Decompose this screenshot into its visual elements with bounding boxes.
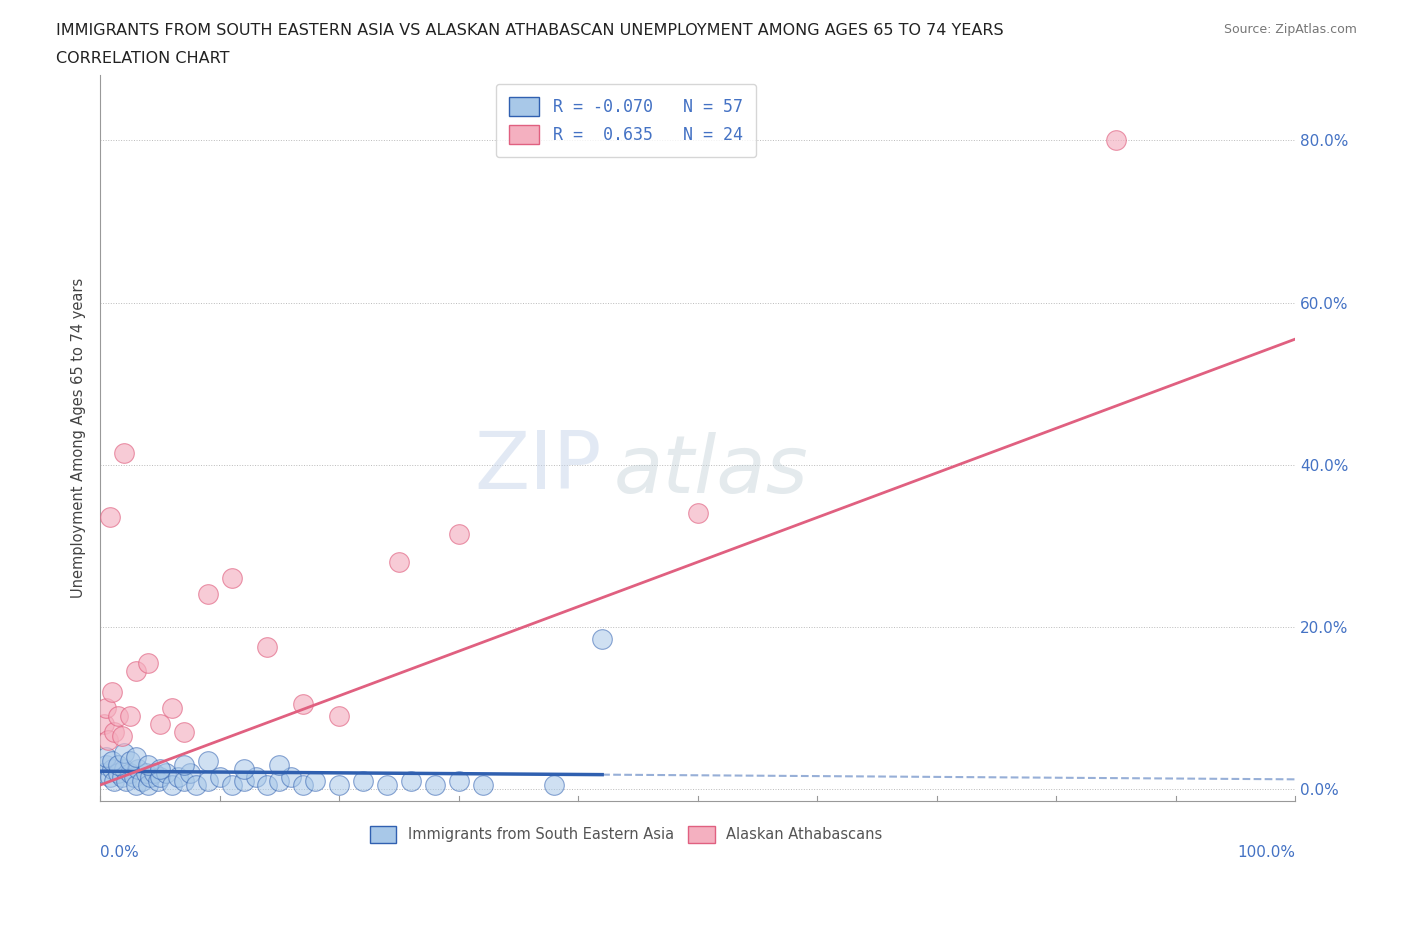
- Point: [352, 774, 374, 789]
- Point: [125, 750, 148, 764]
- Point: [112, 445, 135, 460]
- Point: [111, 769, 134, 784]
- Text: CORRELATION CHART: CORRELATION CHART: [56, 51, 229, 66]
- Point: [131, 774, 153, 789]
- Text: atlas: atlas: [614, 432, 808, 510]
- Point: [107, 765, 129, 780]
- Point: [447, 526, 470, 541]
- Point: [591, 631, 613, 646]
- Point: [179, 765, 201, 780]
- Point: [97, 733, 120, 748]
- Point: [107, 757, 129, 772]
- Point: [112, 745, 135, 760]
- Point: [94, 700, 117, 715]
- Point: [543, 777, 565, 792]
- Point: [269, 757, 291, 772]
- Point: [197, 774, 219, 789]
- Point: [447, 774, 470, 789]
- Point: [197, 587, 219, 602]
- Point: [184, 777, 207, 792]
- Point: [292, 777, 315, 792]
- Point: [127, 762, 149, 777]
- Point: [166, 769, 188, 784]
- Point: [160, 700, 183, 715]
- Point: [101, 762, 124, 777]
- Point: [686, 506, 709, 521]
- Point: [91, 765, 114, 780]
- Point: [98, 510, 121, 525]
- Point: [112, 762, 135, 777]
- Point: [173, 757, 195, 772]
- Point: [292, 697, 315, 711]
- Point: [328, 777, 350, 792]
- Point: [136, 757, 159, 772]
- Point: [93, 717, 115, 732]
- Point: [142, 765, 165, 780]
- Point: [136, 777, 159, 792]
- Point: [125, 664, 148, 679]
- Point: [197, 753, 219, 768]
- Text: Source: ZipAtlas.com: Source: ZipAtlas.com: [1223, 23, 1357, 36]
- Legend: Immigrants from South Eastern Asia, Alaskan Athabascans: Immigrants from South Eastern Asia, Alas…: [364, 820, 889, 848]
- Point: [221, 571, 243, 586]
- Point: [471, 777, 494, 792]
- Point: [388, 554, 411, 569]
- Point: [149, 769, 172, 784]
- Point: [139, 769, 162, 784]
- Point: [232, 774, 254, 789]
- Point: [208, 769, 231, 784]
- Point: [103, 774, 125, 789]
- Point: [155, 765, 177, 780]
- Point: [101, 684, 124, 699]
- Point: [149, 717, 172, 732]
- Point: [122, 769, 145, 784]
- Point: [269, 774, 291, 789]
- Point: [107, 709, 129, 724]
- Point: [280, 769, 302, 784]
- Point: [115, 774, 138, 789]
- Point: [160, 777, 183, 792]
- Text: 0.0%: 0.0%: [100, 844, 139, 859]
- Point: [111, 729, 134, 744]
- Point: [94, 757, 117, 772]
- Point: [1105, 133, 1128, 148]
- Point: [232, 762, 254, 777]
- Point: [149, 762, 172, 777]
- Point: [125, 777, 148, 792]
- Point: [256, 640, 278, 655]
- Point: [221, 777, 243, 792]
- Point: [98, 769, 121, 784]
- Text: IMMIGRANTS FROM SOUTH EASTERN ASIA VS ALASKAN ATHABASCAN UNEMPLOYMENT AMONG AGES: IMMIGRANTS FROM SOUTH EASTERN ASIA VS AL…: [56, 23, 1004, 38]
- Y-axis label: Unemployment Among Ages 65 to 74 years: Unemployment Among Ages 65 to 74 years: [72, 278, 86, 599]
- Point: [118, 753, 141, 768]
- Point: [146, 774, 169, 789]
- Point: [304, 774, 326, 789]
- Point: [135, 765, 157, 780]
- Point: [256, 777, 278, 792]
- Point: [103, 724, 125, 739]
- Point: [375, 777, 398, 792]
- Point: [173, 724, 195, 739]
- Point: [101, 753, 124, 768]
- Point: [118, 709, 141, 724]
- Point: [94, 750, 117, 764]
- Point: [173, 774, 195, 789]
- Point: [423, 777, 446, 792]
- Point: [399, 774, 422, 789]
- Point: [328, 709, 350, 724]
- Point: [245, 769, 267, 784]
- Point: [118, 765, 141, 780]
- Text: 100.0%: 100.0%: [1237, 844, 1295, 859]
- Text: ZIP: ZIP: [475, 429, 602, 506]
- Point: [136, 656, 159, 671]
